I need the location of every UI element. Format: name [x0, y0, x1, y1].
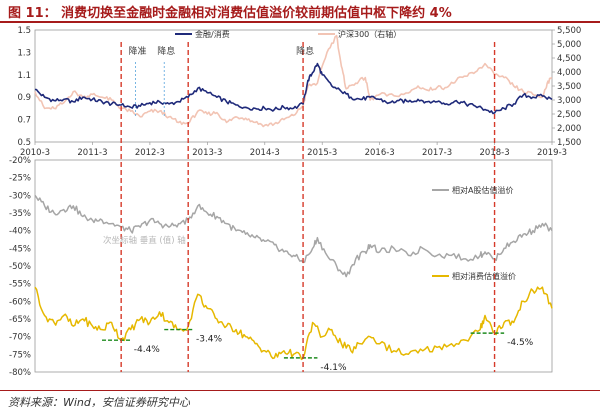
top-y-right-tick-3: 3,000 — [557, 96, 581, 106]
top-y-right-tick-2: 2,500 — [557, 110, 581, 120]
top-y-left-tick-2: 0.9 — [17, 93, 31, 103]
text-layer: 0.5 0.7 0.9 1.1 1.3 1.5 1,500 2,000 2,500 3,000 3,… — [9, 26, 581, 378]
series-finance-consumer-line — [34, 62, 553, 115]
bottom-y-tick-1: -25% — [9, 174, 31, 184]
top-y-left-tick-3: 1.1 — [17, 71, 31, 81]
bottom-panel-frame — [34, 159, 553, 373]
bottom-y-tick-12: -80% — [9, 368, 31, 378]
frame-layer — [34, 29, 553, 373]
top-y-right-tick-1: 2,000 — [557, 124, 581, 134]
source-rule — [0, 390, 600, 391]
legend-consumer-label: 相对消费估值溢价 — [452, 271, 516, 281]
bottom-y-tick-4: -40% — [9, 227, 31, 237]
top-y-right-tick-5: 4,000 — [557, 68, 581, 78]
series-a-share-premium-line — [34, 194, 553, 278]
source-note: 资料来源：Wind，安信证券研究中心 — [8, 396, 190, 409]
title-rule — [0, 21, 600, 23]
low-marker-label-3: -4.5% — [507, 338, 534, 348]
top-x-tick-8: 2018-3 — [480, 148, 510, 158]
bottom-y-tick-5: -45% — [9, 244, 31, 254]
bottom-y-tick-6: -50% — [9, 262, 31, 272]
top-y-right-tick-0: 1,500 — [557, 138, 581, 148]
low-marker-label-0: -4.4% — [134, 345, 161, 355]
bottom-y-tick-3: -35% — [9, 209, 31, 219]
series-consumer-premium-line — [34, 286, 553, 361]
top-y-left-tick-0: 0.5 — [17, 138, 31, 148]
top-x-tick-6: 2016-3 — [365, 148, 395, 158]
top-y-right-tick-8: 5,500 — [557, 26, 581, 36]
top-y-right-tick-6: 4,500 — [557, 54, 581, 64]
bottom-y-tick-10: -70% — [9, 333, 31, 343]
bottom-y-tick-0: -20% — [9, 156, 31, 166]
top-y-left-tick-4: 1.3 — [17, 48, 31, 58]
top-x-tick-7: 2017-3 — [422, 148, 452, 158]
bottom-y-tick-9: -65% — [9, 315, 31, 325]
series-layer — [34, 34, 553, 361]
top-x-tick-3: 2013-3 — [192, 148, 222, 158]
top-y-left-tick-5: 1.5 — [17, 26, 31, 36]
policy-label-1: 降息 — [157, 45, 175, 57]
top-y-right-tick-4: 3,500 — [557, 82, 581, 92]
top-x-tick-2: 2012-3 — [135, 148, 165, 158]
axis-watermark: 次坐标轴 垂直 (值) 轴 — [103, 235, 186, 246]
bottom-y-tick-11: -75% — [9, 350, 31, 360]
low-marker-label-2: -4.1% — [320, 363, 347, 373]
series-hs300-line — [34, 34, 553, 128]
top-x-tick-9: 2019-3 — [537, 148, 567, 158]
chart-area: 0.5 0.7 0.9 1.1 1.3 1.5 1,500 2,000 2,500 3,000 3,… — [9, 26, 581, 378]
grid-layer — [34, 29, 555, 145]
top-panel-frame — [34, 29, 553, 143]
title-bar: 图 11： 消费切换至金融时金融相对消费估值溢价较前期估值中枢下降约 4% — [0, 0, 600, 21]
bottom-y-tick-8: -60% — [9, 297, 31, 307]
top-x-tick-1: 2011-3 — [77, 148, 107, 158]
policy-label-0: 降准 — [129, 45, 147, 57]
low-marker-label-1: -3.4% — [196, 335, 223, 345]
top-x-tick-5: 2015-3 — [307, 148, 337, 158]
top-y-left-tick-1: 0.7 — [17, 116, 31, 126]
bottom-y-tick-2: -30% — [9, 191, 31, 201]
policy-label-2: 降息 — [296, 45, 314, 57]
top-y-right-tick-7: 5,000 — [557, 40, 581, 50]
figure-title: 图 11： 消费切换至金融时金融相对消费估值溢价较前期估值中枢下降约 4% — [8, 6, 452, 21]
top-x-tick-0: 2010-3 — [20, 148, 50, 158]
bottom-y-tick-7: -55% — [9, 280, 31, 290]
top-x-tick-4: 2014-3 — [250, 148, 280, 158]
legend-finance-consumer-label: 金融/消费 — [195, 29, 230, 39]
legend-a-share-label: 相对A股估值溢价 — [452, 185, 513, 195]
event-layer — [102, 42, 505, 372]
legend-hs300-label: 沪深300（右轴） — [338, 29, 401, 39]
